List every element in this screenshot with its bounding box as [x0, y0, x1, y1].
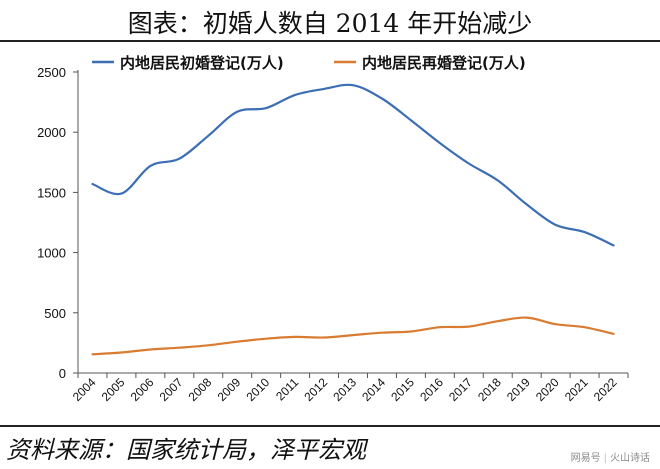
x-tick-label: 2018 [475, 375, 504, 404]
x-tick-label: 2008 [186, 375, 215, 404]
legend-label-1: 内地居民初婚登记(万人) [120, 54, 284, 72]
title-divider [0, 40, 660, 42]
watermark-right: 火山诗话 [610, 453, 650, 464]
x-tick-label: 2020 [533, 375, 562, 404]
series-line-2 [91, 316, 615, 356]
x-tick-label: 2015 [388, 375, 417, 404]
watermark-left: 网易号 [570, 453, 601, 464]
x-tick-label: 2013 [330, 375, 359, 404]
source-divider [0, 425, 660, 427]
y-tick-label: 1500 [37, 185, 66, 200]
chart-title: 图表：初婚人数自 2014 年开始减少 [127, 9, 533, 38]
x-tick-label: 2007 [157, 375, 186, 404]
x-tick-label: 2014 [359, 375, 388, 404]
y-tick-label: 0 [59, 366, 66, 381]
x-tick-label: 2009 [215, 375, 244, 404]
source-note: 资料来源：国家统计局，泽平宏观 [6, 436, 366, 464]
chart-legend: 内地居民初婚登记(万人) 内地居民再婚登记(万人) [92, 54, 526, 72]
x-tick-label: 2017 [446, 375, 475, 404]
x-tick-label: 2019 [504, 375, 533, 404]
x-tick-label: 2012 [301, 375, 330, 404]
series-line-1 [91, 83, 615, 247]
x-tick-label: 2010 [243, 375, 272, 404]
x-tick-label: 2011 [273, 375, 301, 403]
x-tick-label: 2016 [417, 375, 446, 404]
chart-series [91, 83, 615, 356]
x-tick-label: 2005 [99, 375, 128, 404]
y-tick-label: 2500 [37, 65, 66, 80]
x-tick-label: 2006 [128, 375, 157, 404]
x-tick-label: 2022 [591, 375, 620, 404]
x-tick-label: 2021 [562, 375, 591, 404]
watermark: 网易号 | 火山诗话 [570, 453, 650, 464]
y-tick-label: 500 [44, 306, 66, 321]
x-tick-label: 2004 [70, 375, 99, 404]
legend-label-2: 内地居民再婚登记(万人) [362, 54, 526, 72]
y-tick-label: 1000 [37, 246, 66, 261]
y-tick-label: 2000 [37, 125, 66, 140]
